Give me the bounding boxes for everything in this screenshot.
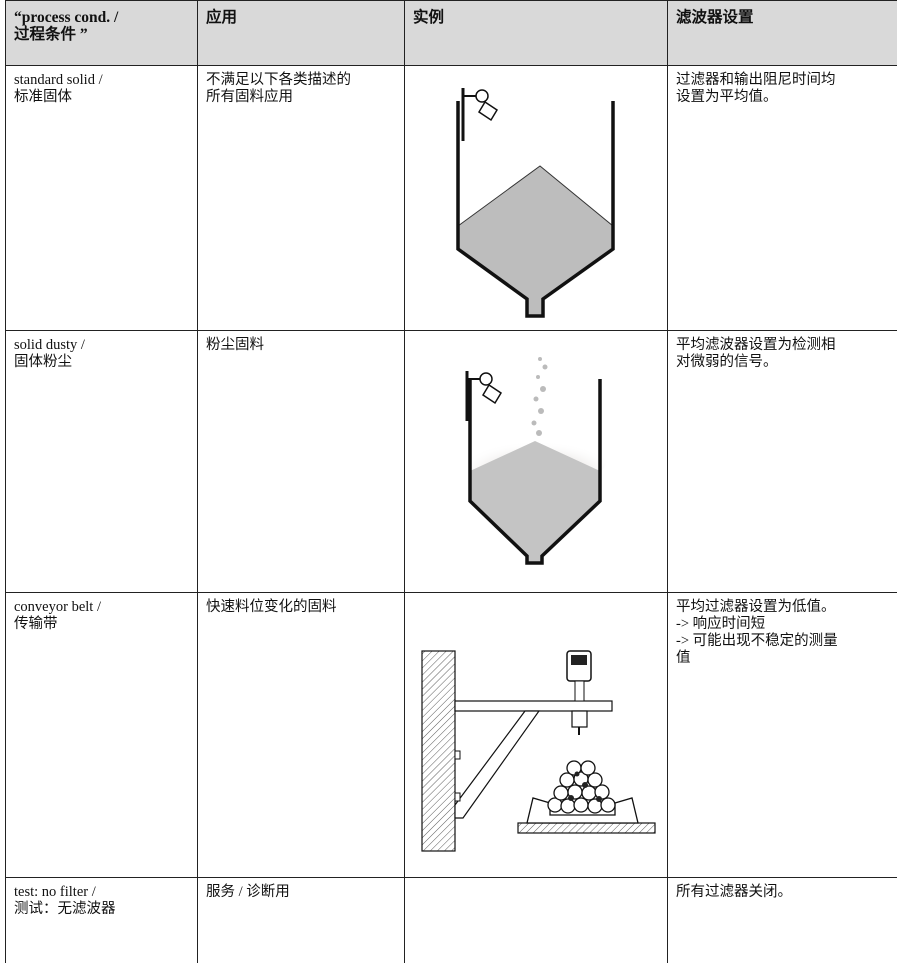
cell-text: 过程条件 ” — [14, 26, 88, 43]
process-cell: solid dusty / 固体粉尘 — [5, 331, 198, 593]
cell-text: 实例 — [413, 9, 445, 26]
application-cell: 粉尘固料 — [198, 331, 405, 593]
cell-text: 服务 / 诊断用 — [206, 884, 290, 900]
header-cell: “process cond. / 过程条件 ” — [5, 1, 198, 66]
cell-text: 传输带 — [14, 616, 58, 632]
cell-text: conveyor belt / — [14, 599, 101, 615]
cell-text: 设置为平均值。 — [676, 89, 778, 105]
cell-text: 平均滤波器设置为检测相 — [676, 337, 836, 353]
silo-illustration — [456, 88, 615, 318]
filter-cell: 所有过滤器关闭。 — [668, 878, 897, 963]
example-cell — [405, 331, 668, 593]
header-cell: 实例 — [405, 1, 668, 66]
filter-cell: 平均滤波器设置为检测相 对微弱的信号。 — [668, 331, 897, 593]
cell-text: 标准固体 — [14, 89, 72, 105]
example-cell — [405, 878, 668, 963]
filter-table: “process cond. / 过程条件 ” 应用 实例 滤波器设置 stand… — [5, 0, 897, 963]
example-cell — [405, 66, 668, 331]
cell-text: 过滤器和输出阻尼时间均 — [676, 72, 836, 88]
cell-text: 应用 — [206, 9, 238, 26]
process-cell: standard solid / 标准固体 — [5, 66, 198, 331]
cell-text: 所有固料应用 — [206, 89, 293, 105]
cell-text: 滤波器设置 — [676, 9, 754, 26]
cell-text: -> 可能出现不稳定的测量 — [676, 633, 838, 649]
cell-text: 测试：无滤波器 — [14, 901, 116, 917]
cell-text: 对微弱的信号。 — [676, 354, 778, 370]
header-cell: 滤波器设置 — [668, 1, 897, 66]
cell-text: 不满足以下各类描述的 — [206, 72, 351, 88]
header-cell: 应用 — [198, 1, 405, 66]
cell-text: 值 — [676, 650, 691, 666]
process-cell: conveyor belt / 传输带 — [5, 593, 198, 878]
cell-text: 所有过滤器关闭。 — [676, 884, 792, 900]
cell-text: 固体粉尘 — [14, 354, 72, 370]
cell-text: 粉尘固料 — [206, 337, 264, 353]
cell-text: “process cond. / — [14, 9, 119, 26]
cell-text: solid dusty / — [14, 337, 85, 353]
application-cell: 不满足以下各类描述的 所有固料应用 — [198, 66, 405, 331]
example-cell — [405, 593, 668, 878]
process-cell: test: no filter / 测试：无滤波器 — [5, 878, 198, 963]
filter-cell: 平均过滤器设置为低值。 -> 响应时间短 -> 可能出现不稳定的测量值 — [668, 593, 897, 878]
cell-text: -> 响应时间短 — [676, 616, 766, 632]
cell-text: 快速料位变化的固料 — [206, 599, 337, 615]
dusty-silo-illustration — [465, 357, 607, 565]
cell-text: test: no filter / — [14, 884, 96, 900]
application-cell: 服务 / 诊断用 — [198, 878, 405, 963]
filter-cell: 过滤器和输出阻尼时间均 设置为平均值。 — [668, 66, 897, 331]
application-cell: 快速料位变化的固料 — [198, 593, 405, 878]
cell-text: 平均过滤器设置为低值。 — [676, 599, 836, 615]
cell-text: standard solid / — [14, 72, 103, 88]
conveyor-illustration — [421, 650, 656, 852]
